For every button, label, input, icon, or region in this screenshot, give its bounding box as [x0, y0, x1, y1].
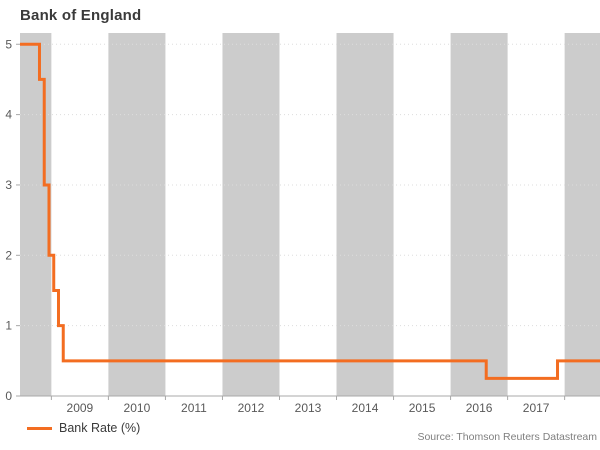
y-tick-label: 0: [5, 389, 12, 403]
year-bands: [20, 33, 600, 396]
plot-area: 0 1 2 3 4 5 2009 2010 2011 2012 2013 2014 2015 2016 20…: [5, 33, 600, 415]
x-tick-label: 2009: [67, 401, 94, 415]
gridlines: [20, 43, 600, 327]
y-tick-label: 2: [5, 248, 12, 262]
legend-label: Bank Rate (%): [59, 421, 141, 435]
x-tick-label: 2012: [238, 401, 265, 415]
x-tick-label: 2017: [523, 401, 550, 415]
year-band: [450, 33, 508, 396]
y-tick-label: 5: [5, 37, 12, 51]
x-tick-label: 2014: [352, 401, 379, 415]
bank-rate-line: [20, 42, 600, 380]
y-tick-label: 3: [5, 178, 12, 192]
year-band: [222, 33, 280, 396]
legend-line-swatch: [27, 426, 52, 430]
source-credit: Source: Thomson Reuters Datastream: [417, 431, 597, 443]
page-title: Bank of England: [20, 7, 142, 24]
axes: 0 1 2 3 4 5 2009 2010 2011 2012 2013 2014 2015 2016 20…: [5, 37, 600, 415]
year-band: [564, 33, 600, 396]
x-tick-label: 2016: [466, 401, 493, 415]
y-tick-label: 1: [5, 319, 12, 333]
y-tick-label: 4: [5, 108, 12, 122]
x-tick-label: 2013: [295, 401, 322, 415]
x-tick-label: 2011: [181, 401, 207, 415]
x-tick-label: 2015: [409, 401, 436, 415]
legend: Bank Rate (%): [27, 421, 140, 435]
x-tick-label: 2010: [124, 401, 151, 415]
year-band: [108, 33, 166, 396]
year-band: [336, 33, 394, 396]
year-band: [20, 33, 52, 396]
